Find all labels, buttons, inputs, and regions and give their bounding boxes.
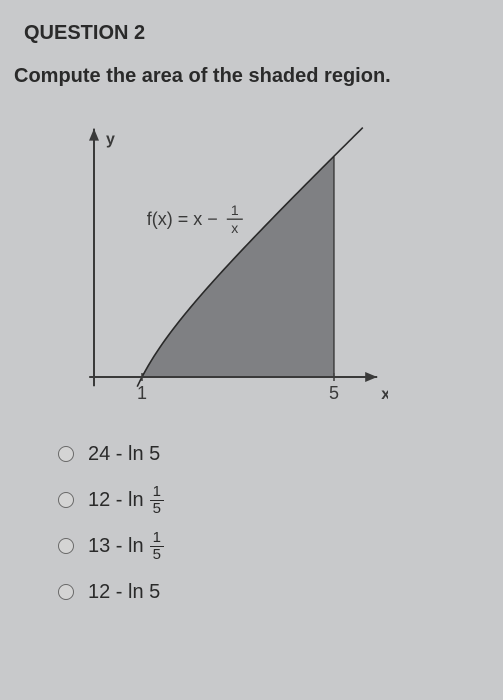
fraction-numerator: 1 xyxy=(150,530,164,547)
answer-option-a[interactable]: 24 - ln 5 xyxy=(58,432,489,476)
radio-button[interactable] xyxy=(58,538,74,554)
fraction-numerator: 1 xyxy=(150,484,164,501)
answer-option-c[interactable]: 13 - ln 15 xyxy=(58,524,489,568)
fraction-denominator: 5 xyxy=(150,547,164,563)
radio-button[interactable] xyxy=(58,492,74,508)
answer-option-d[interactable]: 12 - ln 5 xyxy=(58,570,489,614)
fraction: 15 xyxy=(150,530,164,563)
graph-figure: 1 5 y x f(x) = x − 1 x xyxy=(58,119,489,424)
svg-text:f(x) = x −: f(x) = x − xyxy=(147,209,218,229)
shaded-region-graph: 1 5 y x f(x) = x − 1 x xyxy=(58,119,388,419)
option-prefix: 13 - ln xyxy=(88,535,144,558)
svg-text:y: y xyxy=(106,131,115,148)
option-label: 12 - ln 5 xyxy=(88,581,160,604)
option-label: 13 - ln 15 xyxy=(88,530,164,563)
fraction: 15 xyxy=(150,484,164,517)
question-number: QUESTION 2 xyxy=(24,22,489,45)
option-prefix: 12 - ln xyxy=(88,489,144,512)
answer-option-b[interactable]: 12 - ln 15 xyxy=(58,478,489,522)
svg-text:1: 1 xyxy=(231,202,239,218)
fraction-denominator: 5 xyxy=(150,501,164,517)
option-text: 12 - ln 5 xyxy=(88,581,160,604)
option-label: 12 - ln 15 xyxy=(88,484,164,517)
answer-options: 24 - ln 512 - ln1513 - ln1512 - ln 5 xyxy=(58,432,489,614)
svg-text:x: x xyxy=(231,220,238,236)
option-text: 24 - ln 5 xyxy=(88,443,160,466)
svg-text:5: 5 xyxy=(329,383,339,403)
question-prompt: Compute the area of the shaded region. xyxy=(14,63,489,89)
option-label: 24 - ln 5 xyxy=(88,443,160,466)
svg-text:1: 1 xyxy=(137,383,147,403)
radio-button[interactable] xyxy=(58,584,74,600)
svg-text:x: x xyxy=(381,386,388,403)
radio-button[interactable] xyxy=(58,446,74,462)
